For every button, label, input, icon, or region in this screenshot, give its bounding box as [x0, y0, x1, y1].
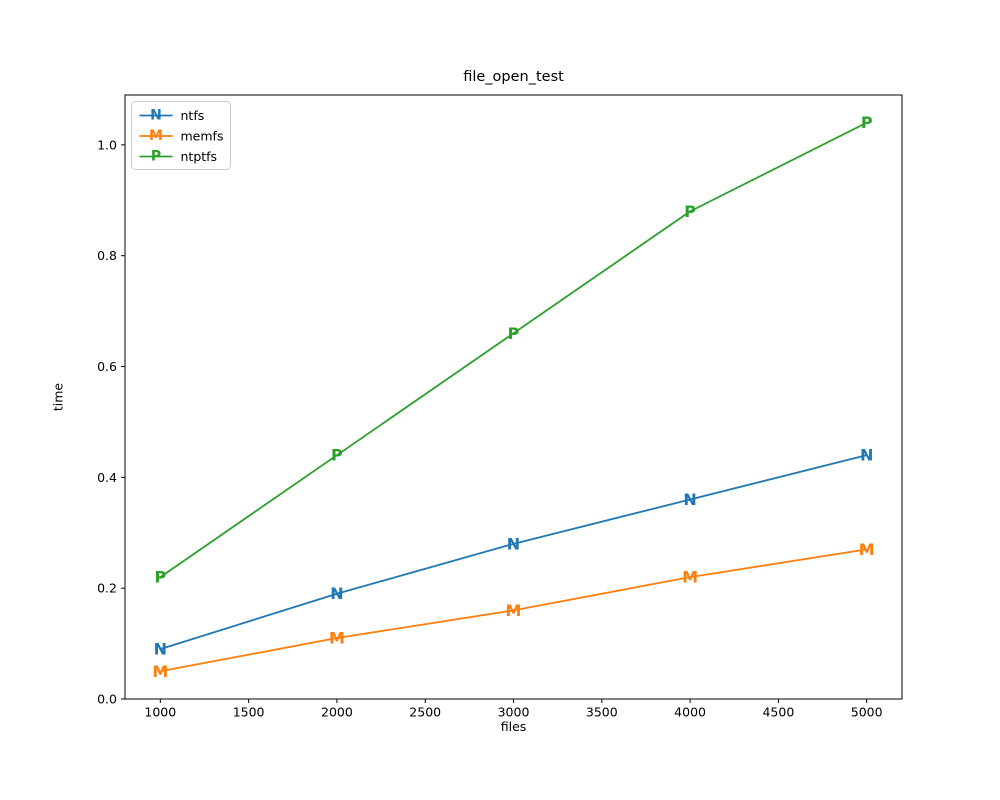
data-point-marker-ntfs: N — [507, 534, 520, 553]
legend-marker-memfs: M — [149, 128, 163, 144]
plot-area-spines — [124, 94, 903, 700]
data-point-marker-memfs: M — [152, 662, 168, 681]
x-tick-label: 4500 — [762, 705, 794, 720]
legend-box — [131, 101, 231, 170]
data-point-marker-ntptfs: P — [684, 202, 696, 221]
data-point-marker-ntfs: N — [860, 446, 873, 465]
y-tick-label: 1.0 — [97, 137, 117, 152]
x-tick-label: 3500 — [586, 705, 618, 720]
data-point-marker-ntptfs: P — [861, 113, 873, 132]
data-point-marker-ntptfs: P — [508, 324, 520, 343]
x-axis-label: files — [500, 719, 527, 734]
data-point-marker-ntfs: N — [330, 584, 343, 603]
series-line-memfs — [160, 548, 867, 673]
data-point-marker-ntfs: N — [154, 640, 167, 659]
legend-marker-ntfs: N — [150, 108, 162, 124]
x-tick-label: 2500 — [409, 705, 441, 720]
x-tick-label: 4000 — [674, 705, 706, 720]
x-tick-label: 5000 — [851, 705, 883, 720]
legend-label-ntptfs: ntptfs — [181, 149, 218, 164]
x-tick-label: 3000 — [498, 705, 530, 720]
data-point-marker-ntptfs: P — [154, 568, 166, 587]
data-point-marker-memfs: M — [859, 540, 875, 559]
chart-title: file_open_test — [463, 69, 564, 85]
x-tick-label: 2000 — [321, 705, 353, 720]
data-point-marker-memfs: M — [329, 629, 345, 648]
data-point-marker-ntfs: N — [683, 490, 696, 509]
series-line-ntfs — [160, 454, 867, 650]
y-axis-label: time — [50, 382, 66, 412]
y-tick-label: 0.2 — [97, 581, 117, 596]
legend-marker-ntptfs: P — [151, 149, 161, 165]
y-tick-label: 0.0 — [97, 692, 117, 707]
x-tick-label: 1500 — [233, 705, 265, 720]
series-line-ntptfs — [159, 121, 868, 578]
data-point-marker-memfs: M — [682, 568, 698, 587]
legend-label-ntfs: ntfs — [181, 108, 205, 123]
x-tick-label: 1000 — [144, 705, 176, 720]
legend-label-memfs: memfs — [181, 129, 224, 144]
data-point-marker-ntptfs: P — [331, 446, 343, 465]
y-tick-label: 0.6 — [97, 359, 117, 374]
y-tick-label: 0.8 — [97, 248, 117, 263]
data-point-marker-memfs: M — [506, 601, 522, 620]
y-tick-label: 0.4 — [97, 470, 117, 485]
